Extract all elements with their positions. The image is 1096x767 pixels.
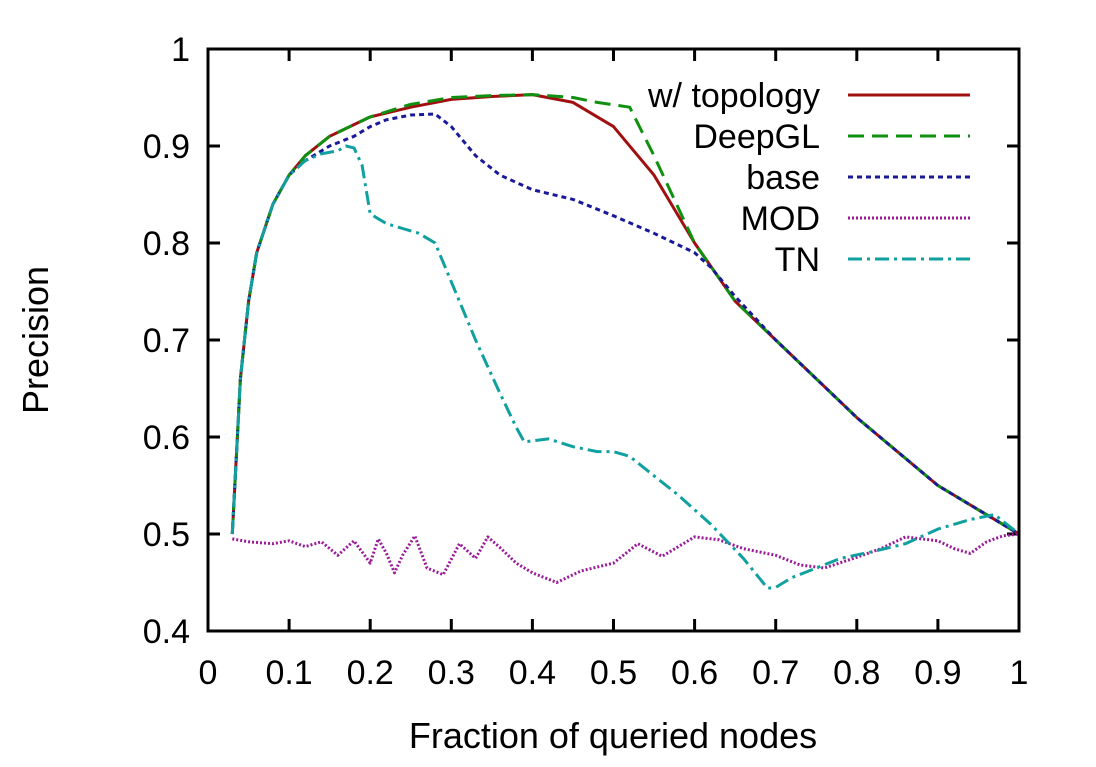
- x-tick-label: 0.5: [590, 654, 637, 692]
- y-tick-label: 0.8: [143, 225, 190, 263]
- series-line-base: [230, 112, 1020, 536]
- series-line-deepgl: [230, 93, 1020, 536]
- series-line-tn: [230, 144, 1020, 590]
- y-tick-label: 0.6: [143, 419, 190, 457]
- y-tick-label: 0.5: [143, 516, 190, 554]
- x-tick-label: 0.6: [671, 654, 718, 692]
- y-tick-label: 0.4: [143, 613, 190, 651]
- plot-frame: [206, 47, 1021, 633]
- series-line-mod: [232, 532, 1020, 584]
- y-tick-label: 0.7: [143, 322, 190, 360]
- x-tick-labels: 0 0.1 0.2 0.3 0.4 0.5 0.6 0.7 0.8 0.9 1: [199, 654, 1029, 692]
- series-lines: [230, 93, 1020, 590]
- x-axis-title: Fraction of queried nodes: [409, 715, 817, 756]
- x-tick-label: 0.4: [509, 654, 556, 692]
- legend-label: w/ topology: [647, 77, 820, 115]
- y-tick-label: 1: [171, 31, 190, 69]
- x-tick-label: 0.9: [914, 654, 961, 692]
- legend-label: DeepGL: [693, 118, 820, 156]
- x-tick-label: 0.2: [347, 654, 394, 692]
- y-tick-labels: 0.4 0.5 0.6 0.7 0.8 0.9 1: [143, 31, 190, 651]
- x-tick-label: 0.8: [833, 654, 880, 692]
- y-tick-label: 0.9: [143, 128, 190, 166]
- y-axis-title: Precision: [15, 266, 56, 414]
- legend-label: MOD: [741, 200, 820, 238]
- x-tick-label: 0.3: [428, 654, 475, 692]
- x-tick-label: 1: [1010, 654, 1029, 692]
- x-tick-label: 0.1: [265, 654, 312, 692]
- legend-label: TN: [775, 241, 820, 279]
- series-line-w-topology: [230, 93, 1020, 536]
- x-tick-label: 0.7: [752, 654, 799, 692]
- legend-label: base: [746, 159, 820, 197]
- x-tick-label: 0: [199, 654, 218, 692]
